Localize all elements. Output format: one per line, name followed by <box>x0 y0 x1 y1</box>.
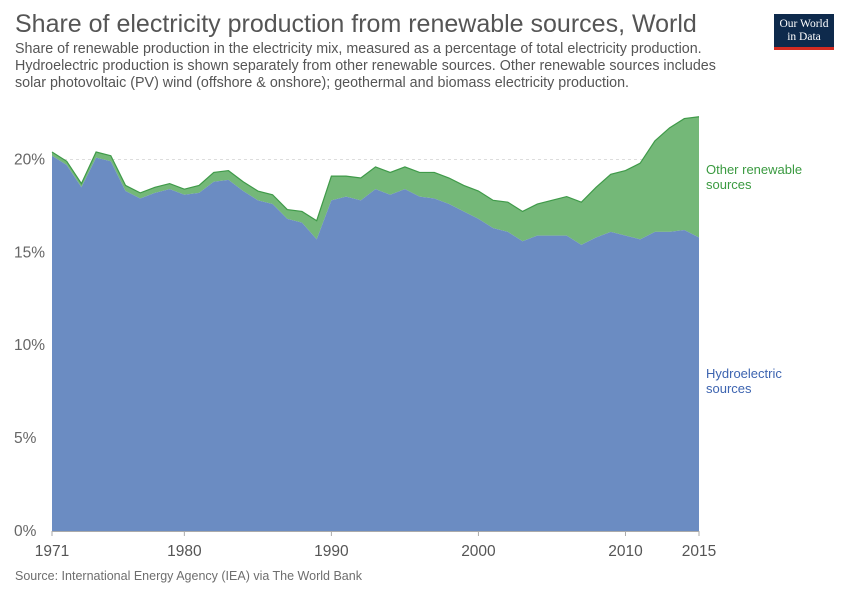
series-label-hydroelectric: Hydroelectric sources <box>706 366 782 396</box>
line-other-renewable <box>51 116 700 222</box>
y-tick-label: 10% <box>14 337 45 354</box>
y-tick-label: 15% <box>14 244 45 261</box>
series-label-line: sources <box>706 381 752 396</box>
x-tick-label: 2010 <box>608 543 643 560</box>
series-label-line: Other renewable <box>706 162 802 177</box>
series-label-other-renewable: Other renewable sources <box>706 162 802 192</box>
owid-logo[interactable]: Our World in Data <box>774 14 834 50</box>
series-label-line: sources <box>706 177 752 192</box>
y-axis-ticks: 0% 5% 10% 15% 20% <box>14 151 45 540</box>
series-label-line: Hydroelectric <box>706 366 782 381</box>
y-tick-label: 20% <box>14 151 45 168</box>
area-hydroelectric <box>52 155 699 532</box>
y-tick-label: 5% <box>14 430 37 447</box>
x-axis-ticks: 1971 1980 1990 2000 2010 2015 <box>35 531 716 560</box>
y-tick-label: 0% <box>14 523 37 540</box>
logo-line-2: in Data <box>787 31 821 43</box>
x-tick-label: 2015 <box>682 543 716 560</box>
stacked-areas <box>51 116 700 532</box>
chart-subtitle: Share of renewable production in the ele… <box>15 41 716 91</box>
x-tick-label: 1971 <box>35 543 69 560</box>
x-tick-label: 2000 <box>461 543 496 560</box>
area-other-renewable <box>52 116 699 245</box>
logo-line-1: Our World <box>779 18 829 30</box>
chart-title: Share of electricity production from ren… <box>15 10 697 38</box>
x-tick-label: 1980 <box>167 543 202 560</box>
source-note: Source: International Energy Agency (IEA… <box>15 569 362 583</box>
x-tick-label: 1990 <box>314 543 349 560</box>
